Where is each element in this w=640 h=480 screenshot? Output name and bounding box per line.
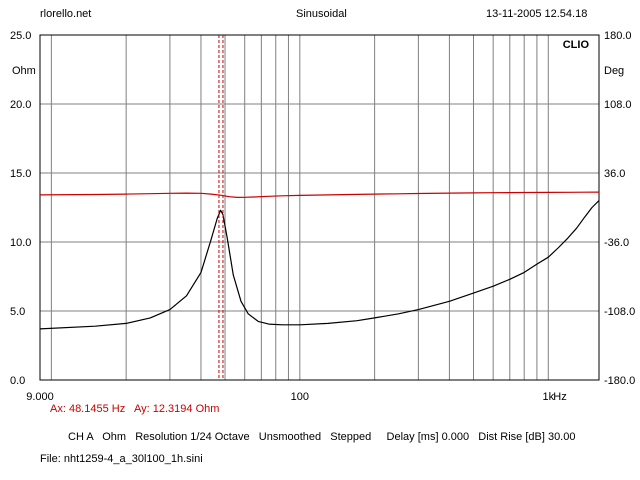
magnitude-curve bbox=[39, 200, 600, 330]
plot-frame bbox=[39, 34, 600, 381]
clio-brand-label: CLIO bbox=[563, 39, 590, 51]
y-right-tick-label: -36.0 bbox=[604, 237, 629, 249]
y-left-tick-label: 0.0 bbox=[10, 375, 25, 387]
x-unit-label: Hz bbox=[553, 391, 566, 400]
file-line: File: nht1259-4_a_30l100_1h.sini bbox=[40, 453, 203, 465]
cursor-readout-x: Ax: 48.1455 Hz bbox=[50, 403, 126, 415]
y-left-tick-label: 5.0 bbox=[10, 306, 25, 318]
header-site: rlorello.net bbox=[40, 8, 92, 20]
y-left-tick-label: 25.0 bbox=[10, 30, 31, 42]
header-datetime: 13-11-2005 12.54.18 bbox=[486, 8, 588, 20]
y-left-tick-label: 10.0 bbox=[10, 237, 31, 249]
y-left-tick-label: 20.0 bbox=[10, 99, 31, 111]
phase-curve bbox=[39, 191, 600, 198]
cursor-readout-y: Ay: 12.3194 Ohm bbox=[134, 403, 220, 415]
y-right-tick-label: 36.0 bbox=[604, 168, 625, 180]
y-left-tick-label: 15.0 bbox=[10, 168, 31, 180]
y-left-unit-label: Ohm bbox=[12, 65, 36, 77]
y-right-tick-label: -108.0 bbox=[604, 306, 635, 318]
x-tick-label: 1k bbox=[542, 391, 554, 400]
y-right-unit-label: Deg bbox=[604, 65, 624, 77]
x-tick-label: 9.000 bbox=[26, 391, 54, 400]
impedance-chart: 25.0 20.0 15.0 10.0 5.0 0.0 Ohm 180.0 108.0 36.0 -… bbox=[10, 30, 635, 400]
y-right-tick-label: 108.0 bbox=[604, 99, 632, 111]
y-right-tick-label: 180.0 bbox=[604, 30, 632, 42]
header-mode: Sinusoidal bbox=[296, 8, 347, 20]
status-line: CH A Ohm Resolution 1/24 Octave Unsmooth… bbox=[68, 431, 576, 443]
y-right-tick-label: -180.0 bbox=[604, 375, 635, 387]
x-tick-label: 100 bbox=[291, 391, 309, 400]
